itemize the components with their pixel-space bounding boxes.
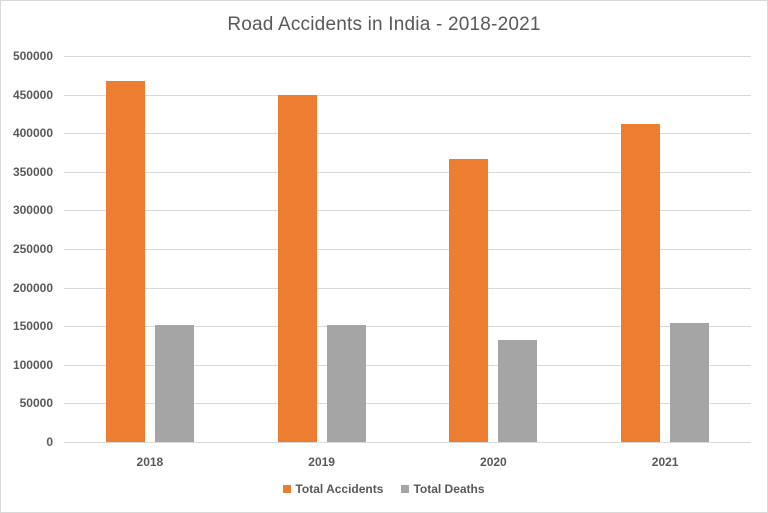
y-tick-label: 0 xyxy=(46,435,53,449)
gridline xyxy=(64,56,751,57)
y-tick-label: 400000 xyxy=(12,126,53,141)
bar-total-deaths-2018 xyxy=(154,325,194,442)
y-tick-label: 300000 xyxy=(12,203,53,218)
bar-total-accidents-2019 xyxy=(277,95,317,442)
x-tick-label: 2021 xyxy=(651,455,679,469)
x-tick-label: 2020 xyxy=(480,455,507,469)
gridline xyxy=(64,249,751,250)
y-tick-label: 250000 xyxy=(12,242,53,256)
bar-total-accidents-2018 xyxy=(105,81,145,442)
gridline xyxy=(64,210,751,212)
y-tick-label: 150000 xyxy=(12,319,53,334)
bar-total-deaths-2021 xyxy=(670,323,710,442)
legend-label: Total Deaths xyxy=(413,482,485,496)
plot-area xyxy=(64,56,751,443)
bar-total-deaths-2019 xyxy=(326,325,366,442)
gridline xyxy=(64,403,751,405)
y-tick-label: 450000 xyxy=(12,87,53,102)
gridline xyxy=(64,326,751,328)
y-tick-label: 50000 xyxy=(19,396,53,411)
y-tick-label: 350000 xyxy=(12,164,53,179)
bar-total-accidents-2020 xyxy=(449,159,489,442)
y-tick-label: 500000 xyxy=(12,49,53,63)
x-tick-label: 2018 xyxy=(136,455,164,469)
gridline xyxy=(64,171,751,173)
bar-total-deaths-2020 xyxy=(498,340,538,442)
legend: Total Accidents Total Deaths xyxy=(0,482,768,496)
bar-total-accidents-2021 xyxy=(621,123,661,442)
legend-item-total-accidents: Total Accidents xyxy=(283,482,383,496)
gridline xyxy=(64,133,751,135)
chart-title: Road Accidents in India - 2018-2021 xyxy=(227,14,541,35)
legend-item-total-deaths: Total Deaths xyxy=(401,482,485,496)
gridline xyxy=(64,94,751,96)
gridline xyxy=(64,287,751,289)
gridline xyxy=(64,364,751,366)
legend-swatch-orange xyxy=(283,485,292,493)
y-tick-label: 100000 xyxy=(12,357,53,372)
x-tick-label: 2019 xyxy=(308,455,335,469)
legend-swatch-gray xyxy=(401,485,410,493)
gridline xyxy=(64,442,751,443)
y-tick-label: 200000 xyxy=(12,280,53,295)
legend-label: Total Accidents xyxy=(295,482,384,496)
